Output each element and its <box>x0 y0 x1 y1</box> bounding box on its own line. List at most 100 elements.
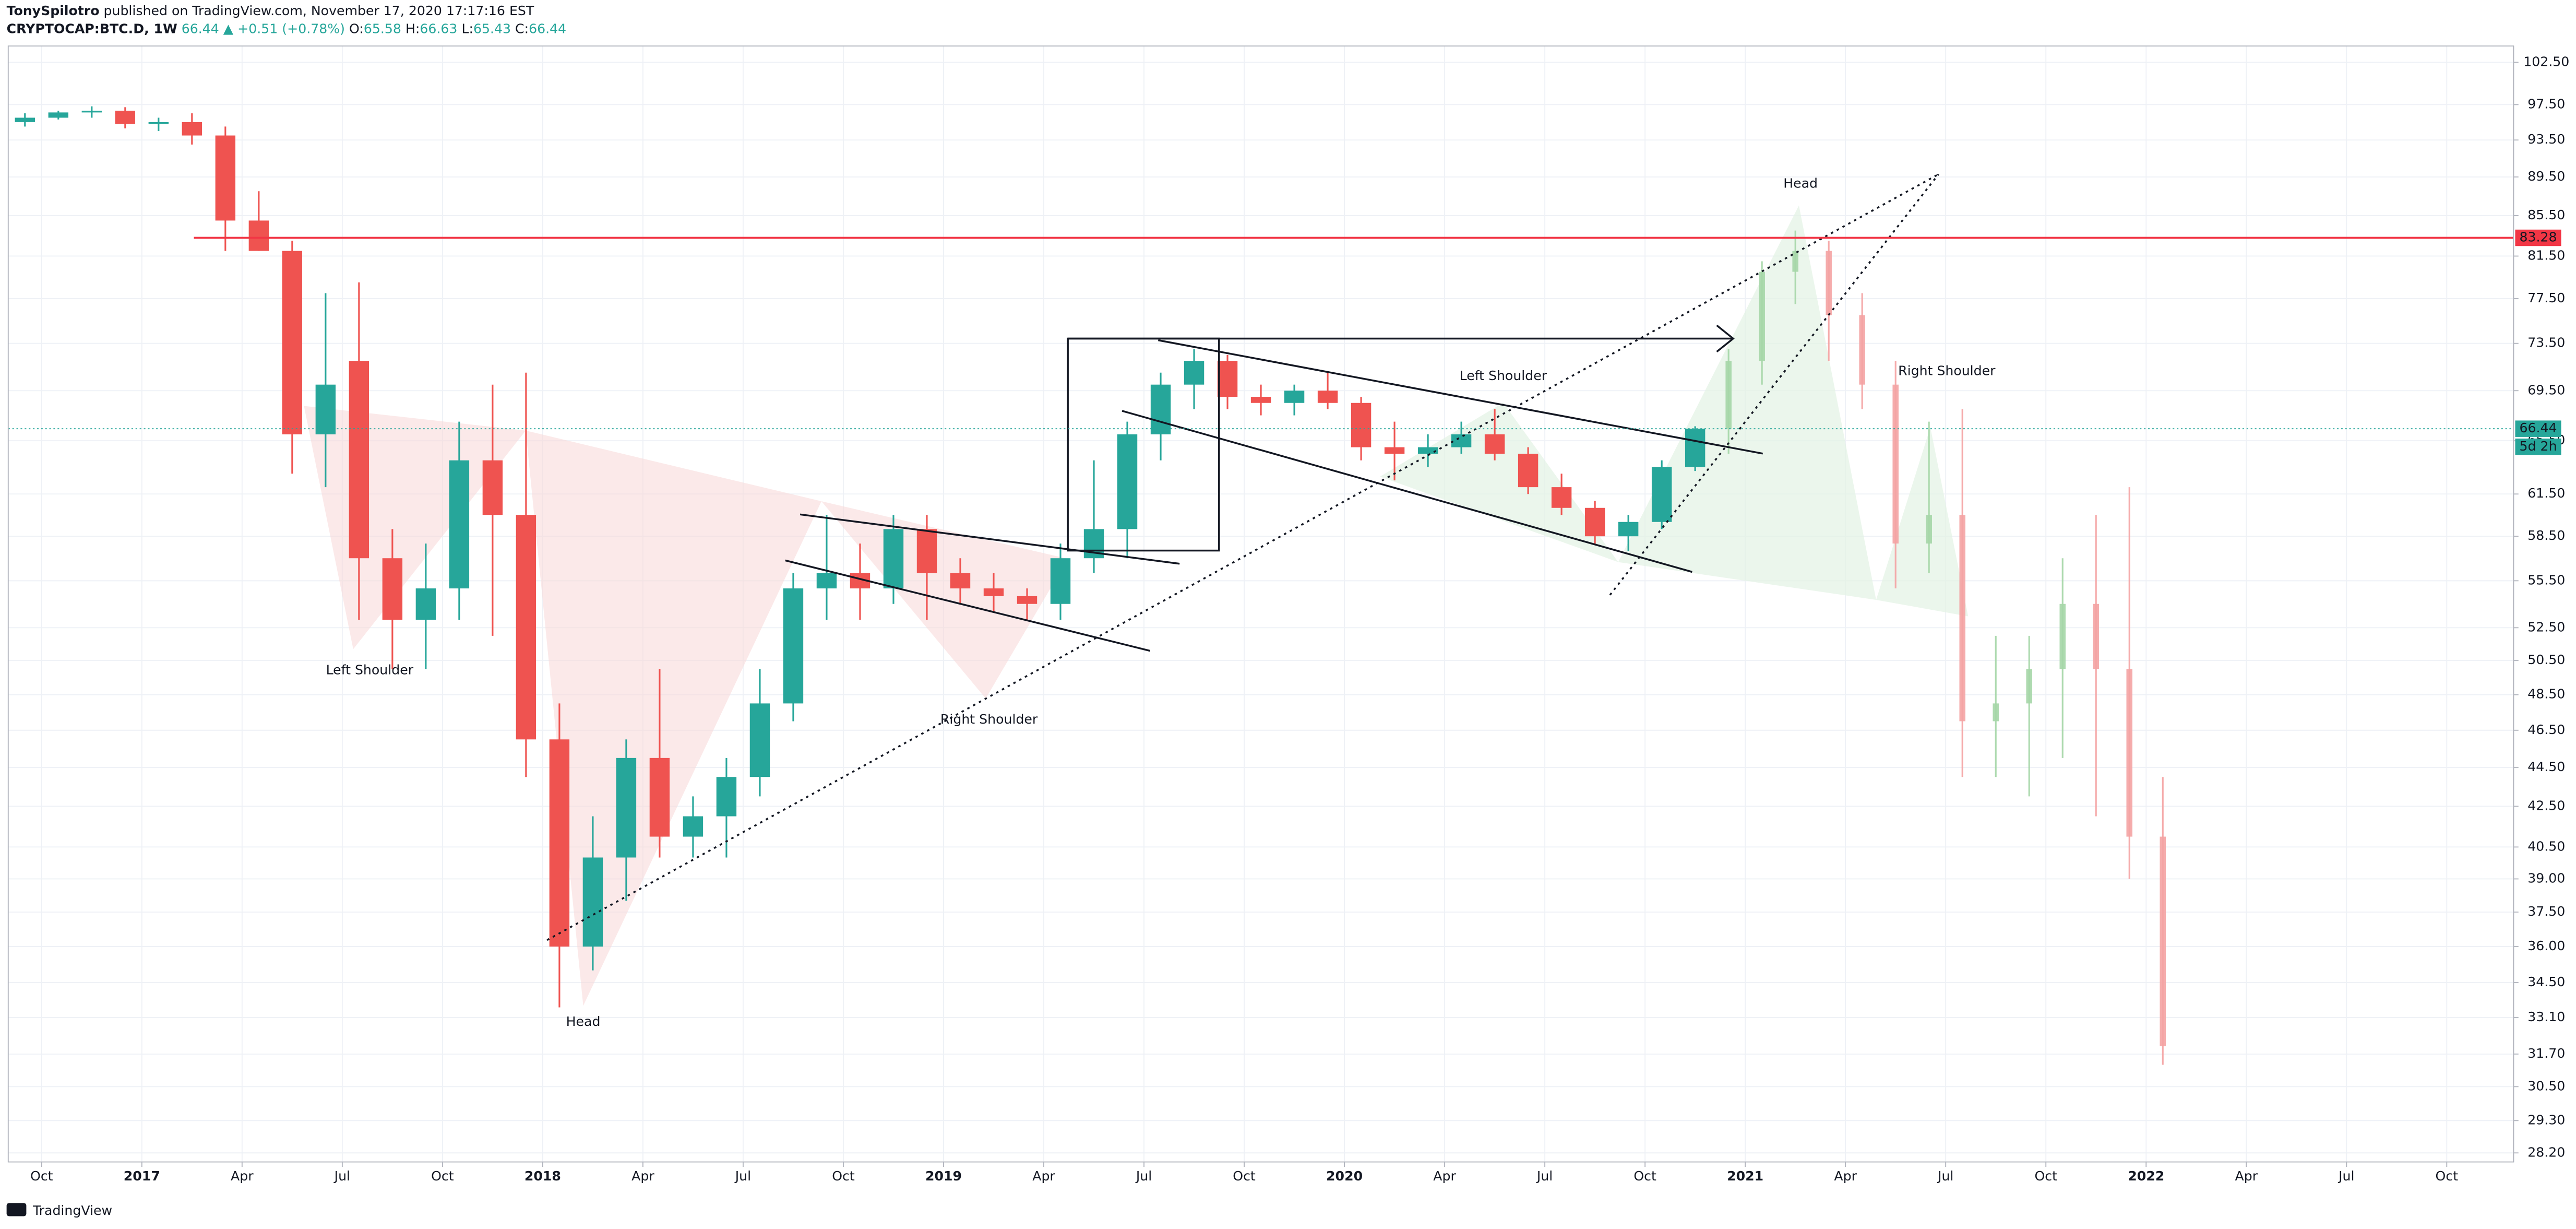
x-tick-label: Jul <box>333 1168 350 1184</box>
annotation: Head <box>1783 176 1818 191</box>
candle-body <box>1451 434 1472 447</box>
candle-body <box>649 758 670 837</box>
candle-body <box>1117 434 1138 529</box>
y-tick-label: 46.50 <box>2527 722 2565 737</box>
candle-body <box>2093 604 2100 669</box>
candle-body <box>1351 403 1372 447</box>
x-tick-label: Jul <box>1536 1168 1553 1184</box>
ohlc-value: 66.63 <box>420 21 457 37</box>
candle-body <box>2126 669 2133 837</box>
candle-body <box>1284 391 1305 403</box>
candle-body <box>1859 315 1865 385</box>
y-tick-label: 30.50 <box>2527 1078 2565 1093</box>
y-tick-label: 34.50 <box>2527 974 2565 989</box>
x-tick-label: 2018 <box>524 1168 561 1184</box>
candle-body <box>115 111 136 124</box>
candle-body <box>716 777 737 817</box>
candle-body <box>1217 361 1238 397</box>
price-lines <box>8 237 2514 430</box>
y-tick-label: 33.10 <box>2527 1009 2565 1024</box>
y-tick-label: 58.50 <box>2527 528 2565 543</box>
annotation: Right Shoulder <box>940 712 1038 727</box>
left-shoulder-area <box>1380 403 1618 562</box>
candle-body <box>81 111 102 113</box>
x-tick-label: Jul <box>734 1168 751 1184</box>
candle-body <box>1484 434 1505 454</box>
candle-body <box>1826 251 1832 315</box>
candle-body <box>1050 558 1071 604</box>
y-tick-label: 93.50 <box>2527 132 2565 147</box>
y-tick-label: 77.50 <box>2527 290 2565 305</box>
axes: 102.50 97.50 93.50 89.50 85.50 81.50 77.50 73.5… <box>30 54 2569 1183</box>
x-tick-label: Oct <box>832 1168 855 1184</box>
x-tick-label: 2017 <box>124 1168 160 1184</box>
candle-body <box>1792 251 1798 272</box>
candle-body <box>1551 487 1572 508</box>
y-tick-label: 85.50 <box>2527 207 2565 222</box>
drawings <box>546 173 1939 941</box>
y-tick-label: 44.50 <box>2527 759 2565 774</box>
x-tick-label: Oct <box>30 1168 53 1184</box>
x-tick-label: Oct <box>1233 1168 1256 1184</box>
y-tick-label: 102.50 <box>2523 54 2569 69</box>
candle-body <box>1250 396 1271 403</box>
x-tick-label: 2022 <box>2128 1168 2164 1184</box>
ohlc-value: 65.58 <box>364 21 401 37</box>
y-tick-label: 97.50 <box>2527 96 2565 111</box>
candle-body <box>2026 669 2032 704</box>
level-label: 83.28 <box>2520 230 2557 245</box>
footer: TradingView <box>6 1203 112 1218</box>
dotted-trend-line <box>546 173 1939 941</box>
y-tick-label: 29.30 <box>2527 1112 2565 1127</box>
y-tick-label: 42.50 <box>2527 798 2565 813</box>
candle-body <box>516 515 536 740</box>
candles <box>15 106 2166 1065</box>
candle-body <box>1618 522 1639 537</box>
ohlc-label: L: <box>461 21 473 37</box>
logo <box>6 1203 27 1216</box>
last: 66.44 <box>182 21 219 37</box>
grid <box>8 46 2514 1162</box>
trend-line <box>800 513 1180 565</box>
x-tick-label: Oct <box>2436 1168 2459 1184</box>
x-tick-label: Oct <box>1633 1168 1656 1184</box>
countdown-label: 5d 2h <box>2520 439 2557 454</box>
candle-body <box>1317 391 1338 403</box>
candle-body <box>616 758 637 858</box>
ohlc-label: H: <box>406 21 420 37</box>
candle-body <box>1150 384 1171 434</box>
x-tick-label: Apr <box>1032 1168 1055 1184</box>
header-line: TonySpilotro published on TradingView.co… <box>7 3 534 18</box>
x-tick-label: Apr <box>1834 1168 1857 1184</box>
published: published on TradingView.com, November 1… <box>100 3 534 18</box>
x-tick-label: Apr <box>231 1168 254 1184</box>
y-tick-label: 55.50 <box>2527 572 2565 587</box>
brand: TradingView <box>32 1203 112 1218</box>
ohlc-label: O: <box>349 21 364 37</box>
candle-body <box>148 122 169 124</box>
candle-body <box>1518 454 1539 488</box>
candle-body <box>582 857 603 947</box>
x-tick-label: Apr <box>2235 1168 2258 1184</box>
x-tick-label: Oct <box>2034 1168 2057 1184</box>
annotation: Right Shoulder <box>1898 363 1996 378</box>
candle-body <box>1959 515 1965 722</box>
y-tick-label: 31.70 <box>2527 1046 2565 1061</box>
candle-body <box>1685 429 1706 467</box>
y-tick-label: 40.50 <box>2527 838 2565 854</box>
symbol: CRYPTOCAP:BTC.D, 1W <box>7 21 177 37</box>
trend-line <box>785 559 1150 652</box>
candle-body <box>482 460 503 515</box>
annotation: Left Shoulder <box>326 662 414 677</box>
candle-body <box>683 816 703 837</box>
annotation: Head <box>566 1014 601 1029</box>
candle-body <box>1384 447 1405 454</box>
x-tick-label: Apr <box>1433 1168 1456 1184</box>
candle-body <box>1651 467 1672 522</box>
y-tick-label: 61.50 <box>2527 486 2565 501</box>
candle-body <box>382 558 403 620</box>
candle-body <box>282 251 303 434</box>
candle-body <box>950 573 971 589</box>
x-tick-label: Jul <box>1937 1168 1953 1184</box>
